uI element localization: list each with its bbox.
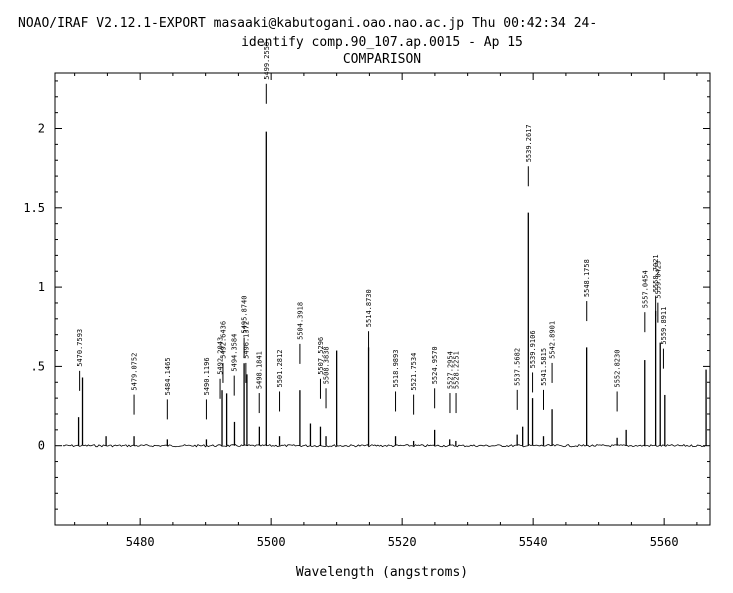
id-label: 5539.2617 — [525, 124, 533, 162]
id-label: 5501.2812 — [276, 350, 284, 388]
id-label: 5528.2251 — [453, 351, 461, 389]
x-tick-label: 5560 — [650, 535, 679, 549]
id-label: 5518.9893 — [392, 350, 400, 388]
id-label: 5498.1841 — [256, 351, 264, 389]
y-tick-label: .5 — [31, 359, 45, 373]
id-label: 5507.5296 — [317, 337, 325, 375]
y-axis: 0 .5 1 1.5 2 — [23, 80, 710, 510]
line-identifications: 5470.7593 5479.0752 5484.1465 5490.1196 5492… — [76, 42, 668, 420]
id-label: 5558.7021 — [652, 254, 660, 292]
id-label: 5508.3838 — [323, 346, 331, 384]
y-tick-label: 1 — [38, 280, 45, 294]
id-label: 5504.3918 — [296, 302, 304, 340]
header-line-2: identify comp.90_107.ap.0015 - Ap 15 — [241, 35, 523, 50]
id-label: 5559.0423 — [654, 261, 662, 299]
id-label: 5494.3584 — [231, 334, 239, 372]
id-label: 5527.2954 — [447, 351, 455, 389]
x-tick-label: 5520 — [388, 535, 417, 549]
id-label: 5484.1465 — [164, 357, 172, 395]
y-tick-label: 2 — [38, 122, 45, 136]
id-label: 5479.0752 — [131, 353, 139, 391]
id-label: 5541.5815 — [540, 348, 548, 386]
y-tick-label: 1.5 — [23, 201, 45, 215]
id-label: 5552.8230 — [614, 350, 622, 388]
id-label: 5492.6436 — [219, 321, 227, 359]
id-label: 5539.9106 — [529, 330, 537, 368]
id-label: 5470.7593 — [76, 329, 84, 367]
id-label: 5548.1758 — [583, 259, 591, 297]
x-axis-label: Wavelength (angstroms) — [296, 565, 468, 580]
id-label: 5490.1196 — [203, 357, 211, 395]
id-label: 5521.7534 — [410, 353, 418, 391]
plot-frame — [54, 72, 711, 526]
x-axis: 5480 5500 5520 5540 5560 — [74, 73, 698, 549]
id-label: 5492.2043 — [217, 337, 225, 375]
header-line-3: COMPARISON — [343, 52, 421, 67]
x-tick-label: 5540 — [519, 535, 548, 549]
spectrum-lines — [77, 131, 707, 446]
id-label: 5495.8740 — [241, 296, 249, 334]
id-label: 5559.8911 — [660, 307, 668, 345]
id-label: 5542.8901 — [549, 321, 557, 359]
y-tick-label: 0 — [38, 439, 45, 453]
id-label: 5557.0454 — [641, 270, 649, 308]
id-label: 5496.1372 — [242, 321, 250, 359]
id-label: 5537.5682 — [514, 348, 522, 386]
id-label: 5524.9570 — [431, 346, 439, 384]
id-label: 5499.2558 — [263, 42, 271, 80]
id-label: 5514.8730 — [365, 289, 373, 327]
spectrum-baseline — [62, 444, 706, 448]
header-line-1: NOAO/IRAF V2.12.1-EXPORT masaaki@kabutog… — [18, 16, 597, 31]
x-tick-label: 5500 — [257, 535, 286, 549]
x-tick-label: 5480 — [126, 535, 155, 549]
